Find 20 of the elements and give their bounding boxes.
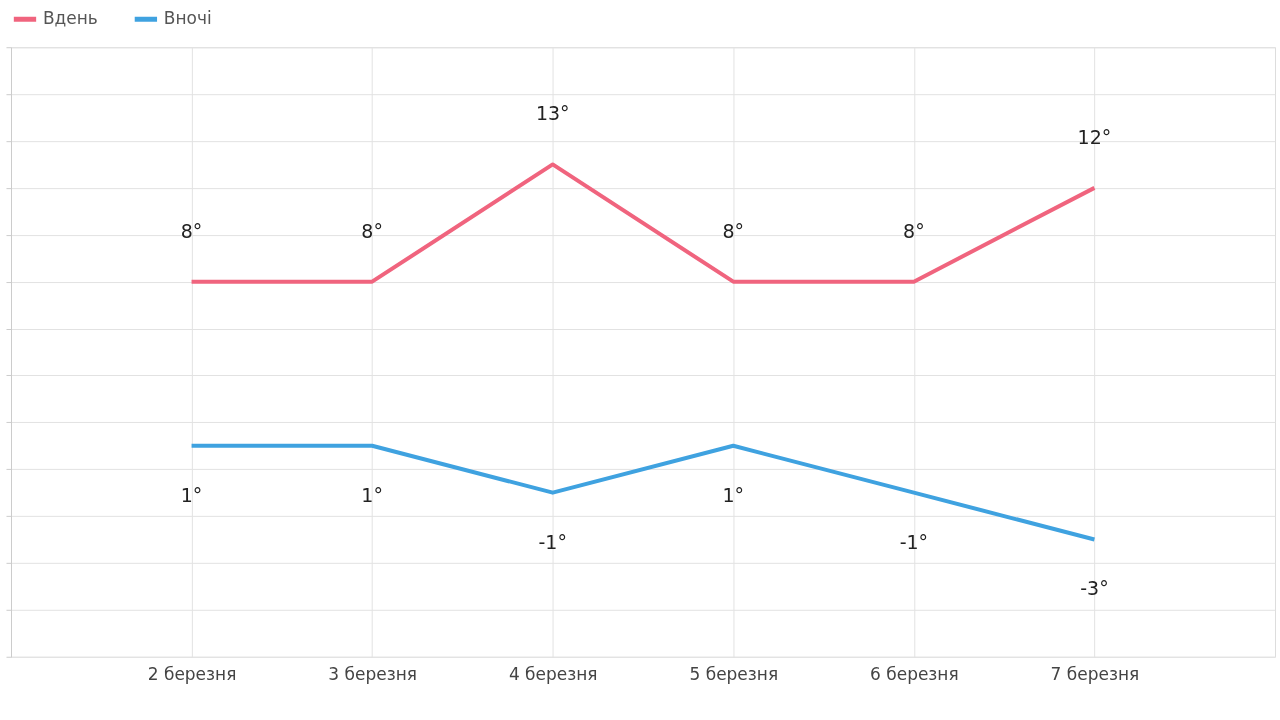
data-label: 8° <box>903 219 925 242</box>
x-tick-label: 2 березня <box>147 664 237 685</box>
data-label: 13° <box>535 102 570 125</box>
data-label: -1° <box>538 530 567 553</box>
x-tick-label: 3 березня <box>328 664 417 685</box>
x-tick-label: 6 березня <box>870 664 959 685</box>
data-label: 1° <box>180 483 203 506</box>
x-tick-label: 5 березня <box>689 664 779 685</box>
data-label: -1° <box>899 530 929 553</box>
data-label: 1° <box>361 483 383 506</box>
x-tick-label: 7 березня <box>1050 664 1140 685</box>
data-label: -3° <box>1080 577 1109 600</box>
legend-label: Вночі <box>163 8 212 29</box>
data-label: 8° <box>361 219 383 242</box>
x-tick-label: 4 березня <box>508 664 598 685</box>
data-label: 8° <box>722 219 745 242</box>
data-label: 8° <box>180 219 203 242</box>
data-label: 1° <box>722 483 745 506</box>
data-label: 12° <box>1077 125 1112 148</box>
legend-label: Вдень <box>42 8 98 29</box>
